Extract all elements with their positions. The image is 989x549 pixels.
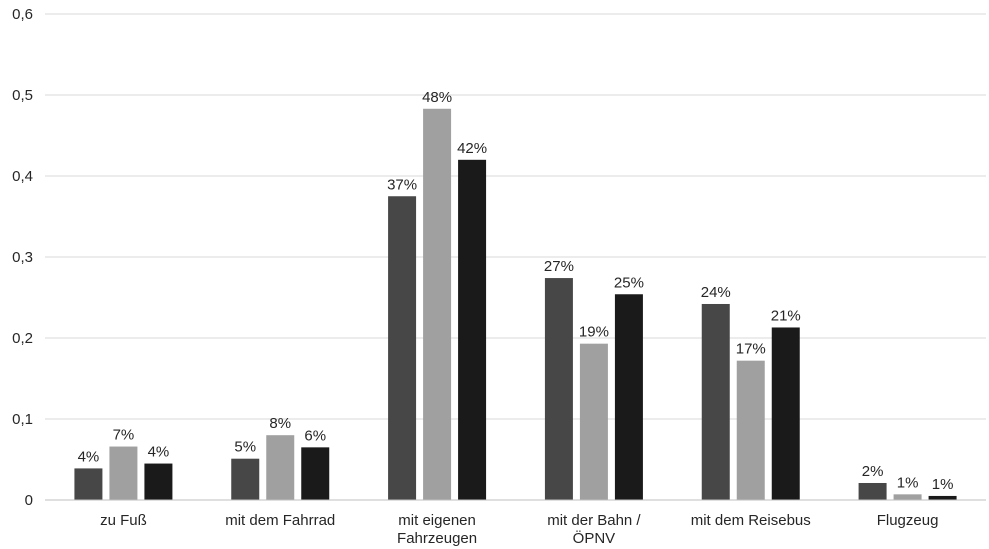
x-category-label: mit dem Fahrrad bbox=[225, 512, 335, 529]
data-label: 42% bbox=[457, 140, 487, 157]
bar bbox=[614, 294, 643, 500]
data-label: 17% bbox=[736, 341, 766, 358]
data-label: 1% bbox=[897, 474, 919, 491]
x-category-label: mit dem Reisebus bbox=[691, 512, 811, 529]
data-label: 5% bbox=[234, 439, 256, 456]
bar bbox=[928, 495, 957, 500]
bar bbox=[544, 278, 573, 500]
x-category-label: Fahrzeugen bbox=[397, 530, 477, 547]
x-category-label: zu Fuß bbox=[100, 512, 147, 529]
y-tick-label: 0,3 bbox=[12, 249, 33, 266]
x-category-label: Flugzeug bbox=[877, 512, 939, 529]
bar bbox=[301, 447, 330, 500]
bar bbox=[74, 468, 103, 500]
bar bbox=[144, 463, 173, 500]
data-label: 48% bbox=[422, 89, 452, 106]
bar bbox=[266, 435, 295, 500]
bar bbox=[423, 108, 452, 501]
data-label: 7% bbox=[113, 427, 135, 444]
y-tick-label: 0,1 bbox=[12, 411, 33, 428]
bar bbox=[388, 196, 417, 500]
bars bbox=[74, 108, 957, 501]
x-category-label: mit der Bahn / bbox=[547, 512, 641, 529]
bar bbox=[858, 482, 887, 500]
data-label: 37% bbox=[387, 176, 417, 193]
y-axis-tick-labels: 0 0,1 0,2 0,3 0,4 0,5 0,6 bbox=[12, 6, 33, 509]
data-label: 19% bbox=[579, 324, 609, 341]
data-label: 24% bbox=[701, 284, 731, 301]
data-labels: 4% 7% 4% 5% 8% 6% 37% 48% 42% 27% 19% 25% 24% 17% 21% 2… bbox=[78, 89, 954, 493]
bar bbox=[736, 360, 765, 500]
bar bbox=[893, 494, 922, 500]
y-tick-label: 0,4 bbox=[12, 168, 33, 185]
bar bbox=[771, 327, 800, 500]
gridlines bbox=[45, 13, 986, 420]
bar bbox=[109, 446, 138, 500]
data-label: 25% bbox=[614, 274, 644, 291]
data-label: 8% bbox=[269, 415, 291, 432]
y-tick-label: 0,6 bbox=[12, 6, 33, 23]
data-label: 4% bbox=[148, 444, 170, 461]
data-label: 2% bbox=[862, 463, 884, 480]
data-label: 6% bbox=[304, 427, 326, 444]
x-category-label: ÖPNV bbox=[573, 529, 616, 547]
y-tick-label: 0,5 bbox=[12, 87, 33, 104]
x-axis-category-labels: zu Fuß mit dem Fahrrad mit eigenenFahrzeug… bbox=[100, 512, 938, 547]
y-tick-label: 0,2 bbox=[12, 330, 33, 347]
data-label: 27% bbox=[544, 258, 574, 275]
y-tick-label: 0 bbox=[25, 492, 33, 509]
bar bbox=[701, 303, 730, 500]
bar bbox=[579, 343, 608, 500]
bar bbox=[458, 159, 487, 501]
data-label: 1% bbox=[932, 476, 954, 493]
data-label: 4% bbox=[78, 448, 100, 465]
data-label: 21% bbox=[771, 307, 801, 324]
bar bbox=[231, 458, 260, 500]
x-category-label: mit eigenen bbox=[398, 512, 476, 529]
